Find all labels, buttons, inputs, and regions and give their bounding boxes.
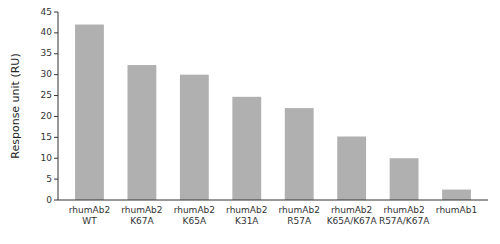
y-tick (54, 53, 58, 54)
x-axis: rhumAb2WTrhumAb2K67ArhumAb2K65ArhumAb2K3… (58, 200, 488, 226)
x-tick-label-line: rhumAb2 (226, 205, 267, 215)
chart-svg: 051015202530354045rhumAb2WTrhumAb2K67Arh… (0, 0, 500, 244)
bar (442, 190, 471, 200)
y-tick-label: 20 (41, 111, 53, 121)
y-tick (54, 95, 58, 96)
background (0, 0, 500, 244)
y-axis-line (58, 12, 59, 200)
x-tick-label-line: rhumAb2 (383, 205, 424, 215)
y-tick-label: 15 (41, 132, 52, 142)
x-tick-label-line: rhumAb2 (174, 205, 215, 215)
y-tick (54, 179, 58, 180)
bar (180, 75, 209, 200)
bar (232, 97, 261, 200)
x-tick-label: rhumAb2K65A (174, 205, 215, 226)
y-tick (54, 200, 58, 201)
y-tick (54, 137, 58, 138)
y-tick-label: 35 (41, 48, 52, 58)
x-tick-label: rhumAb2R57A (279, 205, 320, 226)
bar (285, 108, 314, 200)
x-tick-label-line: rhumAb2 (121, 205, 162, 215)
y-tick-label: 40 (41, 27, 53, 37)
chart-container: 051015202530354045rhumAb2WTrhumAb2K67Arh… (0, 0, 500, 244)
y-tick-label: 45 (41, 7, 52, 17)
x-tick-label-line: rhumAb2 (69, 205, 110, 215)
bar (127, 65, 156, 200)
bar (390, 158, 419, 200)
y-tick (54, 158, 58, 159)
y-axis: 0 5 10 15 20 25 30 35 40 45 (41, 7, 58, 205)
x-tick-label: rhumAb2K65A/K67A (327, 205, 378, 226)
y-tick-label: 30 (41, 69, 53, 79)
bar (337, 136, 366, 200)
y-tick-label: 0 (46, 195, 52, 205)
x-axis-line (58, 200, 488, 201)
y-tick (54, 12, 58, 13)
y-tick (54, 116, 58, 117)
x-tick-label-line: K65A (183, 216, 207, 226)
y-tick (54, 32, 58, 33)
x-tick-label-line: K67A (130, 216, 154, 226)
x-tick-label: rhumAb2K67A (121, 205, 162, 226)
y-tick-label: 5 (46, 174, 52, 184)
x-tick-label-line: rhumAb2 (331, 205, 372, 215)
y-tick-label: 10 (41, 153, 53, 163)
x-tick-label: rhumAb1 (436, 205, 477, 215)
y-tick (54, 74, 58, 75)
x-tick-label-line: R57A (287, 216, 312, 226)
x-tick-label-line: rhumAb1 (436, 205, 477, 215)
bars (75, 25, 471, 200)
bar (75, 25, 104, 200)
x-tick-label-line: K31A (235, 216, 259, 226)
x-tick-label: rhumAb2R57A/K67A (379, 205, 430, 226)
x-tick-label: rhumAb2WT (69, 205, 110, 226)
x-tick-label-line: rhumAb2 (279, 205, 320, 215)
x-tick-label-line: R57A/K67A (379, 216, 430, 226)
x-tick-label-line: K65A/K67A (327, 216, 378, 226)
x-tick-label-line: WT (82, 216, 97, 226)
y-axis-title: Response unit (RU) (9, 53, 22, 158)
y-tick-label: 25 (41, 90, 52, 100)
x-tick-label: rhumAb2K31A (226, 205, 267, 226)
